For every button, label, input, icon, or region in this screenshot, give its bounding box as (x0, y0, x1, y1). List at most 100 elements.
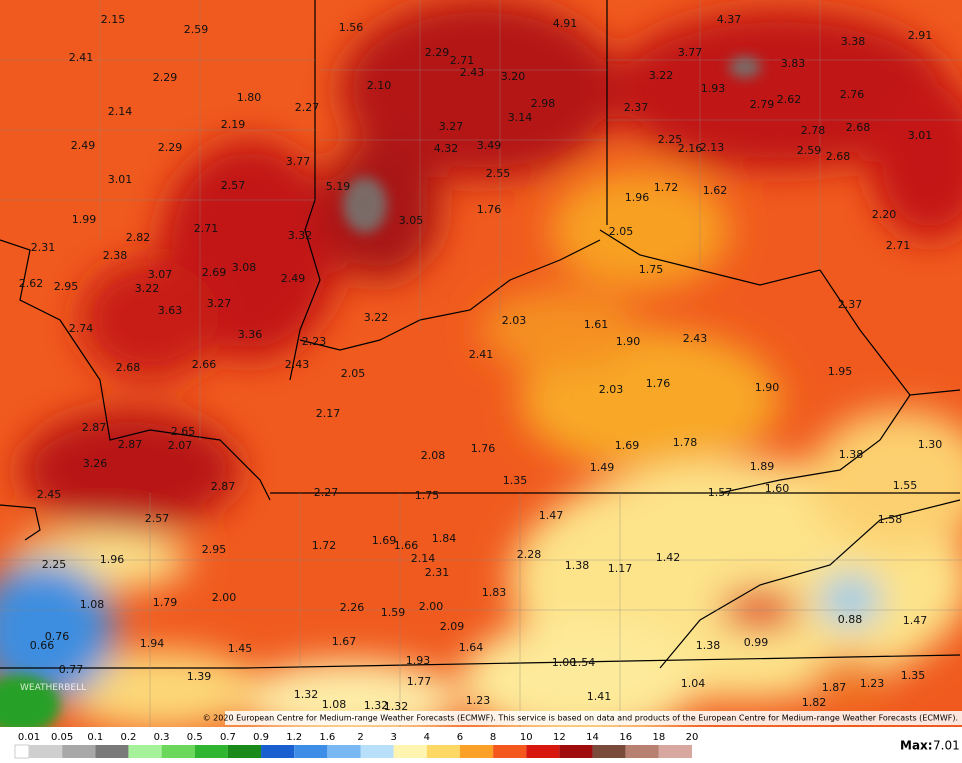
precip-value: 3.01 (908, 129, 933, 142)
precip-value: 2.82 (126, 231, 151, 244)
precip-value: 1.96 (625, 191, 650, 204)
precip-value: 2.25 (42, 558, 67, 571)
precip-value: 2.69 (202, 266, 227, 279)
legend-tick-label: 0.9 (253, 732, 269, 743)
precip-value: 1.83 (482, 586, 507, 599)
legend-box (592, 745, 626, 758)
precip-value: 2.62 (19, 277, 44, 290)
copyright: © 2020 European Centre for Medium-range … (203, 714, 958, 723)
precip-value: 2.49 (281, 272, 306, 285)
precip-value: 3.26 (83, 457, 108, 470)
precip-value: 2.71 (886, 239, 911, 252)
precip-value: 4.91 (553, 17, 578, 30)
precip-value: 2.87 (211, 480, 236, 493)
legend-box (62, 745, 96, 758)
precip-value: 3.77 (678, 46, 703, 59)
legend-tick-label: 0.7 (220, 732, 236, 743)
precip-value: 2.55 (486, 167, 511, 180)
precip-value: 1.00 (552, 656, 577, 669)
legend-tick-label: 0.1 (87, 732, 103, 743)
precip-value: 2.10 (367, 79, 392, 92)
precip-value: 2.43 (683, 332, 708, 345)
precip-value: 3.77 (286, 155, 311, 168)
legend-box (459, 745, 494, 758)
precip-value: 3.20 (501, 70, 526, 83)
legend-box (393, 745, 427, 758)
precip-value: 1.60 (765, 482, 790, 495)
precip-value: 1.87 (822, 681, 847, 694)
precip-value: 2.23 (302, 335, 327, 348)
legend-tick-label: 2 (357, 732, 363, 743)
precip-value: 2.20 (872, 208, 897, 221)
precip-value: 2.05 (609, 225, 634, 238)
precip-value: 3.22 (135, 282, 160, 295)
precip-value: 0.76 (45, 630, 70, 643)
precip-value: 1.75 (639, 263, 664, 276)
precip-value: 1.23 (466, 694, 491, 707)
precip-value: 1.66 (394, 539, 419, 552)
precip-value: 2.00 (419, 600, 444, 613)
legend-box (493, 745, 527, 758)
precip-value: 4.37 (717, 13, 742, 26)
precip-value: 3.27 (439, 120, 464, 133)
precip-value: 1.30 (918, 438, 943, 451)
precip-value: 2.25 (658, 133, 683, 146)
precip-value: 1.23 (860, 677, 885, 690)
precip-value: 2.49 (71, 139, 96, 152)
precip-value: 1.94 (140, 637, 165, 650)
precip-value: 3.38 (841, 35, 866, 48)
precip-value: 3.32 (288, 229, 313, 242)
precip-value: 2.95 (54, 280, 79, 293)
precip-value: 1.08 (322, 698, 347, 711)
precip-value: 2.14 (108, 105, 133, 118)
logo: WEATHERBELL (20, 683, 86, 693)
precip-value: 1.32 (294, 688, 319, 701)
precip-value: 2.95 (202, 543, 227, 556)
legend-box (161, 745, 195, 758)
precip-value: 2.05 (341, 367, 366, 380)
precip-value: 2.29 (425, 46, 450, 59)
legend-box (360, 745, 394, 758)
precip-value: 2.66 (192, 358, 217, 371)
precip-value: 1.57 (708, 486, 733, 499)
value-labels: 2.152.59 1.56 4.91 4.373.38 2.912.41 2.292.71… (19, 13, 943, 713)
legend-tick-label: 12 (553, 732, 566, 743)
precip-value: 1.99 (72, 213, 97, 226)
precip-value: 1.80 (237, 91, 262, 104)
precip-value: 1.62 (703, 184, 728, 197)
precip-value: 1.69 (372, 534, 397, 547)
precip-value: 2.59 (797, 144, 822, 157)
precip-value: 1.35 (901, 669, 926, 682)
precip-value: 1.77 (407, 675, 432, 688)
precip-value: 2.03 (502, 314, 527, 327)
legend-box (426, 745, 460, 758)
precip-value: 1.64 (459, 641, 484, 654)
legend-tick-label: 0.01 (18, 732, 40, 743)
precip-value: 1.76 (477, 203, 502, 216)
precip-value: 1.76 (646, 377, 671, 390)
precip-value: 2.57 (221, 179, 246, 192)
legend-tick-label: 16 (619, 732, 632, 743)
precip-value: 2.00 (212, 591, 237, 604)
precip-value: 1.90 (755, 381, 780, 394)
precip-value: 1.61 (584, 318, 609, 331)
precip-value: 3.63 (158, 304, 183, 317)
precip-value: 2.31 (31, 241, 56, 254)
legend-box (327, 745, 361, 758)
precip-value: 2.16 (678, 142, 703, 155)
legend-box (658, 745, 692, 758)
precip-value: 2.26 (340, 601, 365, 614)
precip-value: 1.47 (903, 614, 928, 627)
precip-value: 2.41 (469, 348, 494, 361)
precip-value: 3.83 (781, 57, 806, 70)
legend-tick-label: 0.2 (120, 732, 136, 743)
precip-value: 1.39 (187, 670, 212, 683)
legend-tick-label: 8 (490, 732, 496, 743)
precip-value: 1.90 (616, 335, 641, 348)
precip-value: 2.91 (908, 29, 933, 42)
precip-value: 3.22 (649, 69, 674, 82)
precip-value: 2.78 (801, 124, 826, 137)
precip-value: 2.29 (158, 141, 183, 154)
precip-value: 3.49 (477, 139, 502, 152)
